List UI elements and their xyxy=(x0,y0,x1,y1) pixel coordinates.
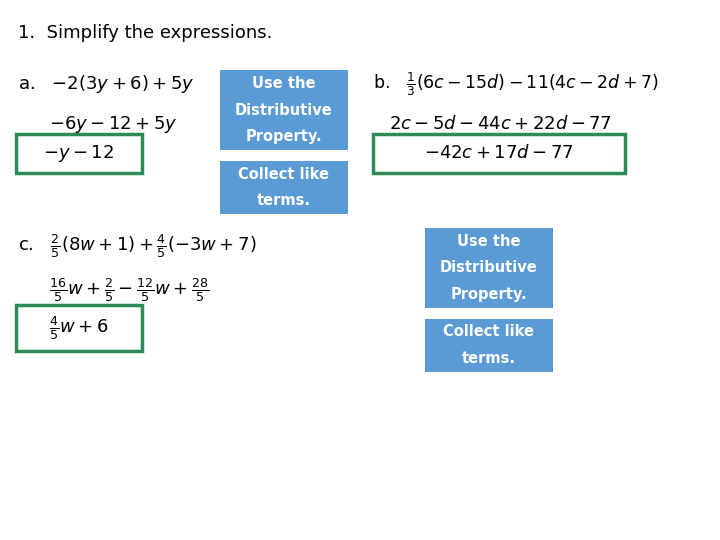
Text: a.   $-2(3y + 6) + 5y$: a. $-2(3y + 6) + 5y$ xyxy=(18,73,194,94)
Text: Use the: Use the xyxy=(252,76,315,91)
Text: Use the: Use the xyxy=(457,234,521,249)
Text: Collect like: Collect like xyxy=(444,325,534,339)
Text: terms.: terms. xyxy=(257,193,311,208)
Text: $-42c + 17d - 77$: $-42c + 17d - 77$ xyxy=(424,144,574,163)
FancyBboxPatch shape xyxy=(425,228,553,308)
Text: Property.: Property. xyxy=(451,287,527,302)
Text: 1.  Simplify the expressions.: 1. Simplify the expressions. xyxy=(18,24,272,42)
Text: $-6y - 12 + 5y$: $-6y - 12 + 5y$ xyxy=(49,114,178,134)
Text: c.   $\frac{2}{5}(8w + 1) + \frac{4}{5}(-3w + 7)$: c. $\frac{2}{5}(8w + 1) + \frac{4}{5}(-3… xyxy=(18,232,256,260)
Text: $\frac{4}{5}w + 6$: $\frac{4}{5}w + 6$ xyxy=(49,314,109,342)
Text: Distributive: Distributive xyxy=(235,103,333,118)
Text: Distributive: Distributive xyxy=(440,260,538,275)
Text: $\frac{16}{5}w + \frac{2}{5} - \frac{12}{5}w + \frac{28}{5}$: $\frac{16}{5}w + \frac{2}{5} - \frac{12}… xyxy=(49,276,210,305)
FancyBboxPatch shape xyxy=(373,134,625,173)
Text: Property.: Property. xyxy=(246,129,322,144)
FancyBboxPatch shape xyxy=(220,161,348,214)
Text: $2c - 5d - 44c + 22d - 77$: $2c - 5d - 44c + 22d - 77$ xyxy=(389,115,611,133)
Text: terms.: terms. xyxy=(462,351,516,366)
Text: $-y - 12$: $-y - 12$ xyxy=(43,143,114,164)
FancyBboxPatch shape xyxy=(16,305,142,351)
FancyBboxPatch shape xyxy=(220,70,348,150)
FancyBboxPatch shape xyxy=(425,319,553,372)
Text: Collect like: Collect like xyxy=(238,167,329,181)
Text: b.   $\frac{1}{3}(6c - 15d) - 11(4c - 2d + 7)$: b. $\frac{1}{3}(6c - 15d) - 11(4c - 2d +… xyxy=(373,70,659,98)
FancyBboxPatch shape xyxy=(16,134,142,173)
